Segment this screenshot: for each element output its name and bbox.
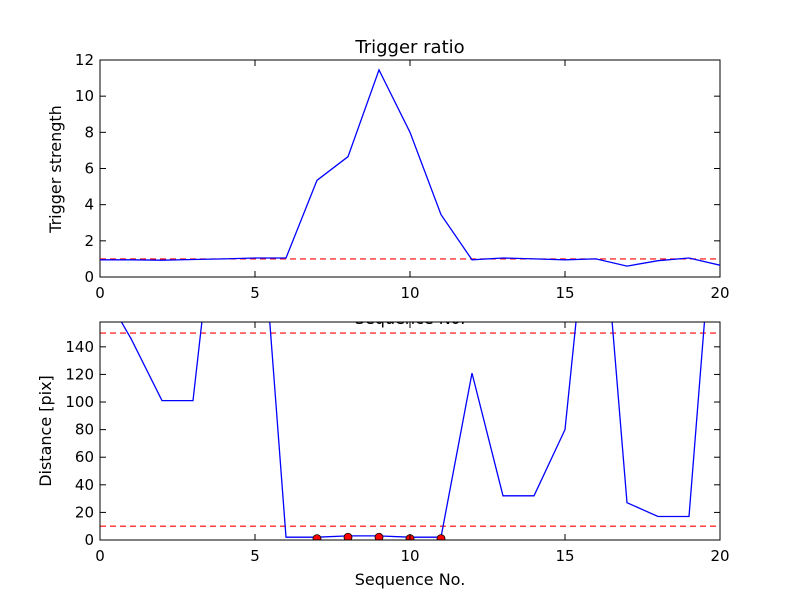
y-tick-label: 4 bbox=[84, 196, 94, 214]
axis-ticks: 0 5 10 15 20 0 2 4 6 8 10 12 bbox=[75, 51, 730, 302]
x-tick-label: 5 bbox=[250, 547, 260, 565]
plot-frame bbox=[99, 321, 721, 541]
x-tick-label: 0 bbox=[95, 284, 105, 302]
y-tick-label: 12 bbox=[75, 51, 94, 69]
y-tick-label: 0 bbox=[84, 268, 94, 286]
plot-clip-group bbox=[100, 68, 720, 267]
y-tick-label: 40 bbox=[75, 476, 94, 494]
y-axis-label: Trigger strength bbox=[46, 105, 65, 234]
x-tick-label: 20 bbox=[710, 284, 729, 302]
x-axis-label: Sequence No. bbox=[355, 570, 466, 589]
series-line-0 bbox=[100, 68, 720, 267]
y-tick-label: 6 bbox=[84, 160, 94, 178]
x-tick-label: 15 bbox=[555, 284, 574, 302]
axis-ticks: 0 5 10 15 20 0 20 40 60 80 100 120 140 bbox=[65, 322, 730, 565]
y-axis-label: Distance [pix] bbox=[36, 375, 55, 487]
y-tick-label: 80 bbox=[75, 421, 94, 439]
y-tick-label: 10 bbox=[75, 87, 94, 105]
y-tick-label: 20 bbox=[75, 503, 94, 521]
data-point bbox=[374, 532, 384, 540]
x-tick-label: 20 bbox=[710, 547, 729, 565]
x-tick-label: 10 bbox=[400, 547, 419, 565]
y-tick-label: 100 bbox=[65, 393, 94, 411]
data-point bbox=[312, 534, 322, 540]
y-tick-label: 140 bbox=[65, 338, 94, 356]
y-tick-label: 120 bbox=[65, 365, 94, 383]
data-point bbox=[436, 534, 446, 540]
x-tick-label: 0 bbox=[95, 547, 105, 565]
y-tick-label: 60 bbox=[75, 448, 94, 466]
plot-clip-group bbox=[100, 322, 720, 540]
y-tick-label: 8 bbox=[84, 123, 94, 141]
series-line-0 bbox=[120, 322, 706, 538]
plot-area bbox=[100, 322, 720, 540]
data-point bbox=[343, 532, 353, 540]
y-tick-label: 0 bbox=[84, 531, 94, 549]
x-tick-label: 15 bbox=[555, 547, 574, 565]
x-tick-label: 10 bbox=[400, 284, 419, 302]
chart-title: Trigger ratio bbox=[354, 37, 464, 58]
y-tick-label: 2 bbox=[84, 232, 94, 250]
plot-frame bbox=[99, 59, 721, 278]
plot-area bbox=[100, 68, 720, 267]
x-tick-label: 5 bbox=[250, 284, 260, 302]
